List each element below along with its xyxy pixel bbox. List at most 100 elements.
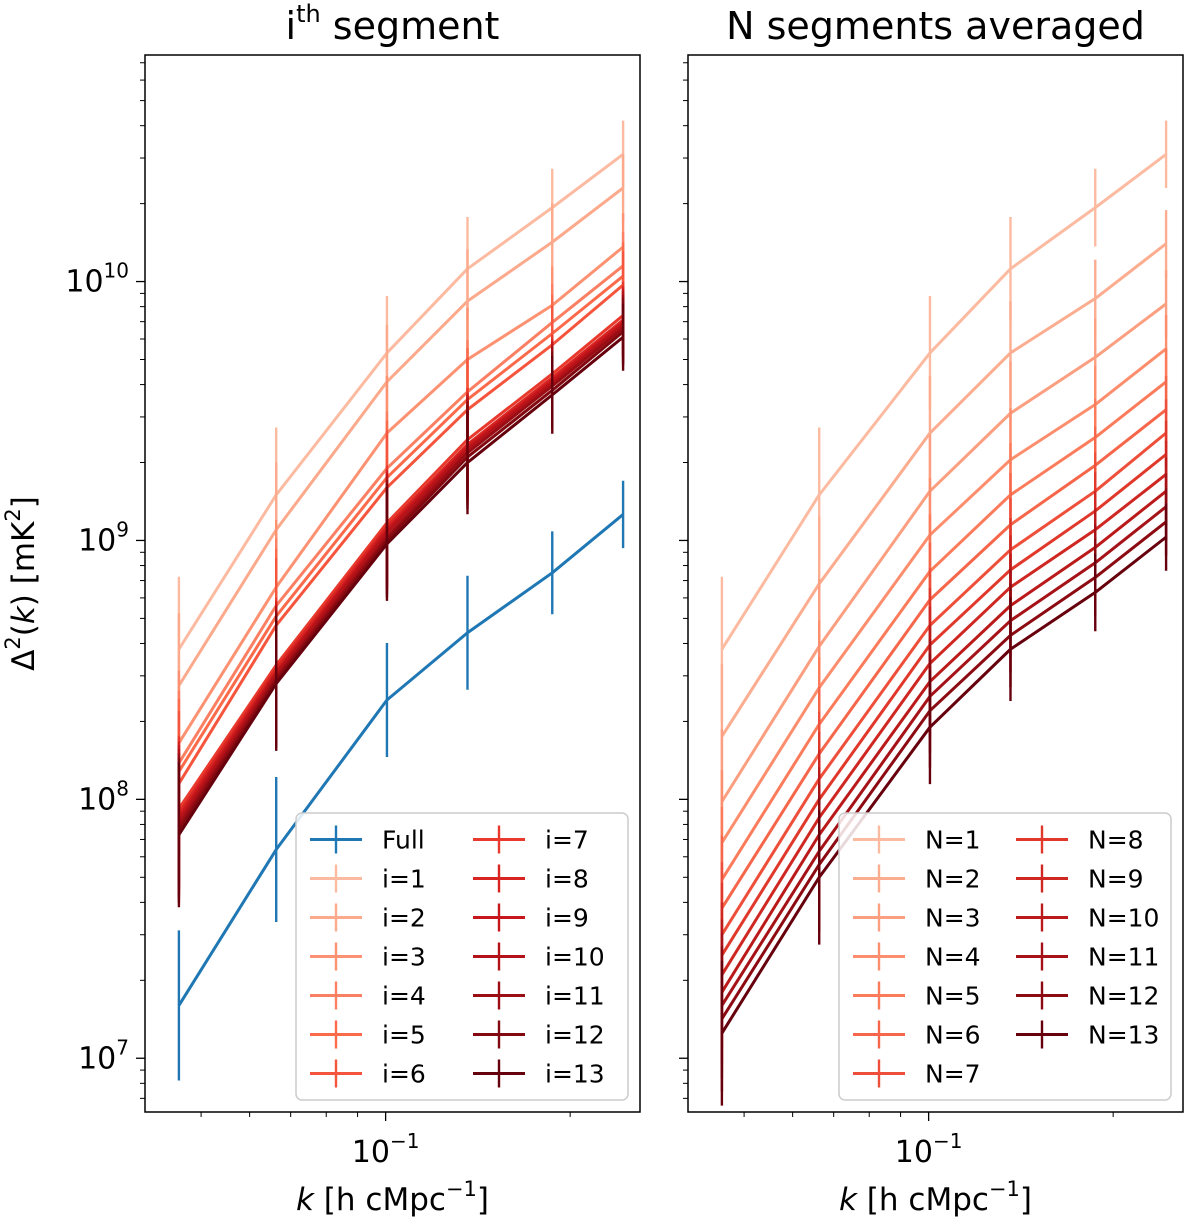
legend-label: N=2 xyxy=(925,865,981,894)
y-tick-exp: 7 xyxy=(116,1035,129,1059)
legend-label: i=3 xyxy=(382,943,426,972)
legend-label: i=13 xyxy=(545,1060,605,1089)
legend-label-text: i=2 xyxy=(382,904,426,933)
legend-label-text: N=11 xyxy=(1088,943,1159,972)
x-axis-label: k [h cMpc−1] xyxy=(296,1177,489,1218)
x-tick-exp: −1 xyxy=(390,1129,419,1153)
y-label-close: ] xyxy=(6,496,42,508)
y-tick-base: 10 xyxy=(78,523,116,558)
y-label-var: k xyxy=(6,605,42,624)
legend-label-text: i=13 xyxy=(545,1060,605,1089)
series-i-6 xyxy=(179,251,623,856)
legend-label-text: N=2 xyxy=(925,865,981,894)
y-tick-exp: 9 xyxy=(116,517,129,541)
x-label-sup: −1 xyxy=(989,1177,1020,1201)
series-line xyxy=(179,154,623,649)
legend-label-text: i=6 xyxy=(382,1060,426,1089)
legend-label: N=6 xyxy=(925,1021,981,1050)
legend-label: i=5 xyxy=(382,1021,426,1050)
series-line xyxy=(722,244,1166,737)
series-i-12 xyxy=(179,298,623,903)
legend-label: N=7 xyxy=(925,1060,981,1089)
legend: Full i=1 i=2 i=3 i=4 i=5 i=6 i=7 i=8 i=9 i=10 i=11 i… xyxy=(296,813,628,1100)
series-n-2 xyxy=(722,210,1166,809)
legend-label: i=9 xyxy=(545,904,589,933)
series-line xyxy=(179,320,623,814)
legend-label: Full xyxy=(382,826,425,855)
y-label-sup: 2 xyxy=(1,636,25,649)
legend-label-text: N=7 xyxy=(925,1060,981,1089)
panel-title: N segments averaged xyxy=(726,4,1145,48)
legend-label-text: N=9 xyxy=(1088,865,1144,894)
legend-label: N=9 xyxy=(1088,865,1144,894)
legend-label: N=3 xyxy=(925,904,981,933)
legend-label-text: i=5 xyxy=(382,1021,426,1050)
title-main: N segments averaged xyxy=(726,4,1145,48)
legend-label-text: i=8 xyxy=(545,865,589,894)
legend-label-text: i=3 xyxy=(382,943,426,972)
legend-label: i=4 xyxy=(382,982,426,1011)
legend-label-text: i=10 xyxy=(545,943,605,972)
legend-label: N=5 xyxy=(925,982,981,1011)
x-axis-label: k [h cMpc−1] xyxy=(839,1177,1032,1218)
legend-label: i=8 xyxy=(545,865,589,894)
y-tick-label: 109 xyxy=(78,517,129,558)
series-line xyxy=(179,337,623,835)
legend-label-text: N=12 xyxy=(1088,982,1159,1011)
x-label-close: ] xyxy=(1020,1182,1032,1218)
series-i-4 xyxy=(179,232,623,835)
y-tick-label: 107 xyxy=(78,1035,129,1076)
legend-label-text: N=8 xyxy=(1088,826,1144,855)
legend-label: i=2 xyxy=(382,904,426,933)
x-tick-exp: −1 xyxy=(933,1129,962,1153)
title-rest: segment xyxy=(321,4,500,48)
legend-label-text: i=7 xyxy=(545,826,589,855)
series-line xyxy=(179,315,623,808)
y-label-unit: ) [mK xyxy=(6,521,42,606)
legend-label-text: N=13 xyxy=(1088,1021,1159,1050)
x-label-var: k xyxy=(839,1182,858,1218)
x-tick-label: 10−1 xyxy=(895,1129,963,1170)
legend-label-text: Full xyxy=(382,826,425,855)
legend-label-text: N=10 xyxy=(1088,904,1159,933)
title-sup: th xyxy=(296,0,321,28)
x-label-close: ] xyxy=(477,1182,489,1218)
x-label-text: [h cMpc xyxy=(857,1182,989,1218)
legend-label: i=11 xyxy=(545,982,605,1011)
legend-label: i=7 xyxy=(545,826,589,855)
legend-label: i=1 xyxy=(382,865,426,894)
x-label-text: [h cMpc xyxy=(314,1182,446,1218)
legend: N=1 N=2 N=3 N=4 N=5 N=6 N=7 N=8 N=9 N=10 N=11 N=12 N… xyxy=(839,813,1171,1100)
series-line xyxy=(179,188,623,686)
y-tick-exp: 10 xyxy=(104,259,129,283)
legend-label-text: N=6 xyxy=(925,1021,981,1050)
y-axis-label: Δ2(k) [mK2] xyxy=(1,496,42,671)
y-tick-label: 108 xyxy=(78,776,129,817)
y-tick-exp: 8 xyxy=(116,776,129,800)
legend-label: i=12 xyxy=(545,1021,605,1050)
legend-label-text: N=4 xyxy=(925,943,981,972)
x-tick-label: 10−1 xyxy=(352,1129,420,1170)
series-line xyxy=(722,349,1166,843)
legend-label: N=1 xyxy=(925,826,981,855)
series-line xyxy=(179,247,623,743)
y-tick-base: 10 xyxy=(78,782,116,817)
legend-label: N=8 xyxy=(1088,826,1144,855)
legend-label-text: i=1 xyxy=(382,865,426,894)
legend-label: N=4 xyxy=(925,943,981,972)
legend-label: N=10 xyxy=(1088,904,1159,933)
legend-label-text: N=3 xyxy=(925,904,981,933)
x-label-var: k xyxy=(296,1182,315,1218)
x-label-sup: −1 xyxy=(446,1177,477,1201)
legend-label: i=10 xyxy=(545,943,605,972)
y-tick-label: 1010 xyxy=(65,259,129,300)
x-tick-base: 10 xyxy=(352,1135,390,1170)
series-line xyxy=(722,304,1166,802)
legend-label-text: i=12 xyxy=(545,1021,605,1050)
legend-label-text: N=1 xyxy=(925,826,981,855)
title-main: i xyxy=(286,4,297,48)
x-tick-base: 10 xyxy=(895,1135,933,1170)
